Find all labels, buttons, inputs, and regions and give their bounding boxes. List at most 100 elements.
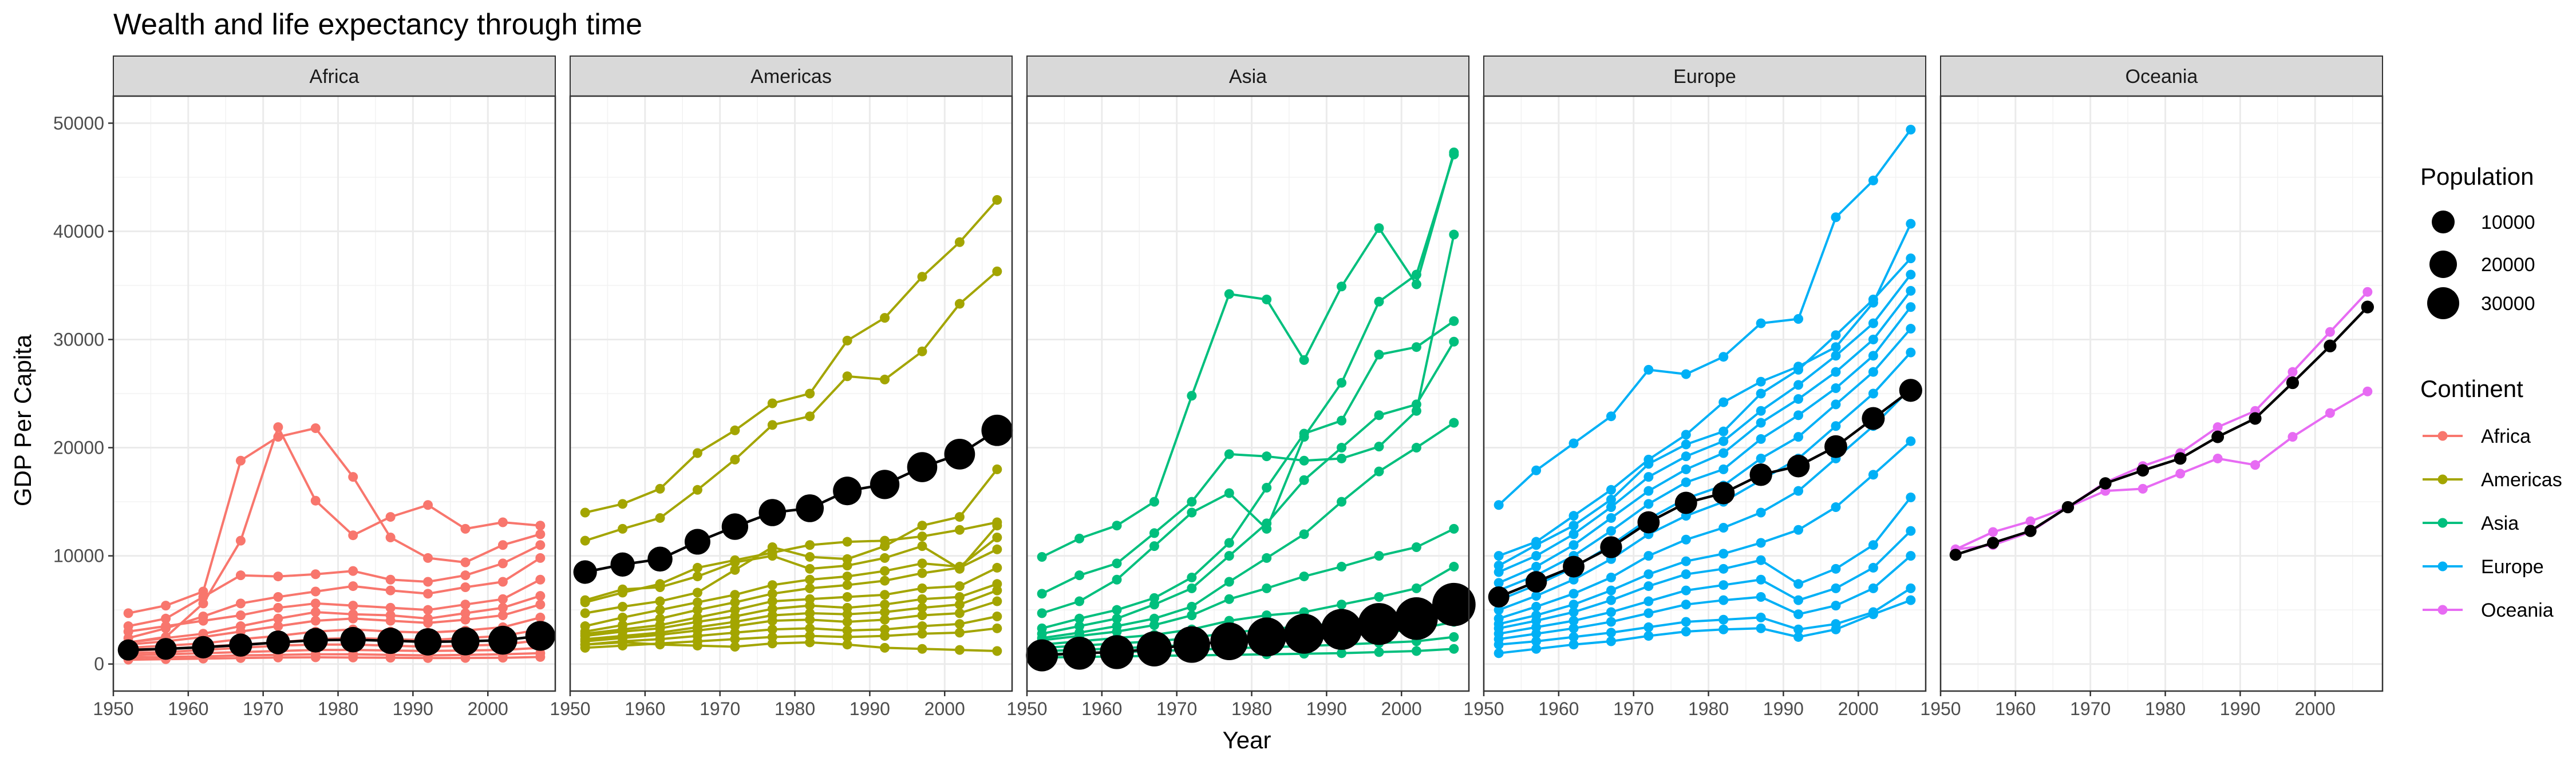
data-point [1606, 585, 1616, 596]
data-point [1793, 380, 1804, 390]
data-point [1718, 614, 1729, 625]
legend-color-key-point [2437, 474, 2448, 485]
mean-point [1488, 586, 1510, 608]
data-point [1756, 376, 1766, 387]
data-point [1868, 583, 1878, 593]
mean-point [1712, 482, 1735, 505]
data-point [1718, 522, 1729, 533]
data-point [497, 610, 508, 621]
x-tick-label: 1950 [1463, 698, 1504, 719]
data-point [198, 616, 208, 626]
data-point [655, 640, 665, 650]
legend-color-label: Americas [2481, 469, 2562, 491]
series-europe [1494, 253, 1916, 571]
series-americas [580, 612, 1002, 650]
mean-point [488, 625, 517, 655]
data-point [1906, 324, 1916, 334]
data-point [1606, 526, 1616, 536]
data-point [1906, 595, 1916, 605]
data-point [1831, 563, 1841, 574]
data-point [1643, 581, 1654, 592]
facet-strip-label: Oceania [2125, 66, 2198, 88]
y-tick-label: 50000 [53, 113, 104, 133]
data-point [992, 646, 1002, 656]
facet-panels: Africa 1950 1960 1970 1980 1990 2000 Americas 19… [93, 55, 2384, 719]
x-tick-label: 1970 [243, 698, 283, 719]
legend-size-label: 20000 [2481, 254, 2535, 276]
x-tick-label: 1980 [1231, 698, 1272, 719]
data-point [497, 653, 508, 663]
data-point [348, 613, 358, 624]
data-point [1531, 551, 1542, 561]
data-point [2362, 386, 2373, 396]
series-line [584, 270, 998, 542]
data-point [1262, 518, 1272, 529]
legend-color-title: Continent [2420, 375, 2523, 402]
data-point [1681, 369, 1691, 379]
y-axis-title: GDP Per Capita [9, 334, 36, 506]
data-point [1606, 595, 1616, 605]
data-point [1681, 585, 1691, 596]
y-tick-label: 10000 [53, 546, 104, 566]
facet-panel-asia: Asia 1950 1960 1970 1980 1990 2000 [1006, 55, 1476, 719]
data-point [2362, 287, 2373, 297]
data-point [497, 540, 508, 550]
series-line [1041, 154, 1455, 614]
data-point [1531, 540, 1542, 550]
data-point [842, 572, 852, 582]
data-point [880, 374, 890, 384]
mean-point [1749, 463, 1772, 486]
mean-point [1637, 511, 1660, 534]
data-point [917, 621, 927, 632]
data-point [1149, 600, 1159, 610]
data-point [1756, 453, 1766, 463]
facet-strip [570, 55, 1013, 97]
mean-point [1026, 639, 1058, 672]
x-tick-label: 1960 [1995, 698, 2036, 719]
series-line [1499, 587, 1911, 646]
data-point [1224, 551, 1234, 561]
data-point [273, 602, 283, 613]
mean-point [981, 414, 1013, 446]
data-point [1756, 507, 1766, 518]
data-point [1718, 563, 1729, 574]
x-tick-label: 1970 [1156, 698, 1197, 719]
data-point [1793, 314, 1804, 324]
legend: Population 10000 20000 30000 Continent Africa… [2420, 163, 2562, 621]
series-line [1041, 320, 1455, 630]
data-point [1337, 600, 1347, 610]
data-point [348, 530, 358, 541]
data-point [1793, 364, 1804, 375]
data-point [423, 577, 433, 587]
data-point [1681, 464, 1691, 474]
legend-color-label: Europe [2481, 556, 2544, 578]
data-point [1831, 330, 1841, 340]
data-point [767, 616, 777, 626]
x-tick-label: 1950 [93, 698, 133, 719]
x-tick-label: 1960 [1081, 698, 1122, 719]
data-point [1531, 602, 1542, 612]
data-point [1411, 279, 1421, 289]
data-point [954, 628, 965, 638]
data-point [1149, 497, 1159, 507]
series-africa [123, 600, 546, 650]
series-line [1498, 257, 1912, 567]
series-asia [1037, 149, 1459, 618]
mean-point [944, 439, 975, 470]
series-americas [580, 532, 1002, 632]
data-point [535, 521, 546, 531]
x-tick-label: 1980 [2145, 698, 2186, 719]
series-line [1498, 273, 1912, 573]
data-point [423, 589, 433, 599]
data-point [348, 601, 358, 611]
mean-point [266, 630, 290, 654]
facet-strip-label: Europe [1673, 66, 1736, 88]
data-point [1756, 406, 1766, 416]
facet-strip [1026, 55, 1469, 97]
facet-strip [1940, 55, 2383, 97]
data-point [580, 507, 590, 518]
data-point [1568, 632, 1579, 642]
data-point [880, 607, 890, 617]
series-europe [1494, 595, 1916, 658]
